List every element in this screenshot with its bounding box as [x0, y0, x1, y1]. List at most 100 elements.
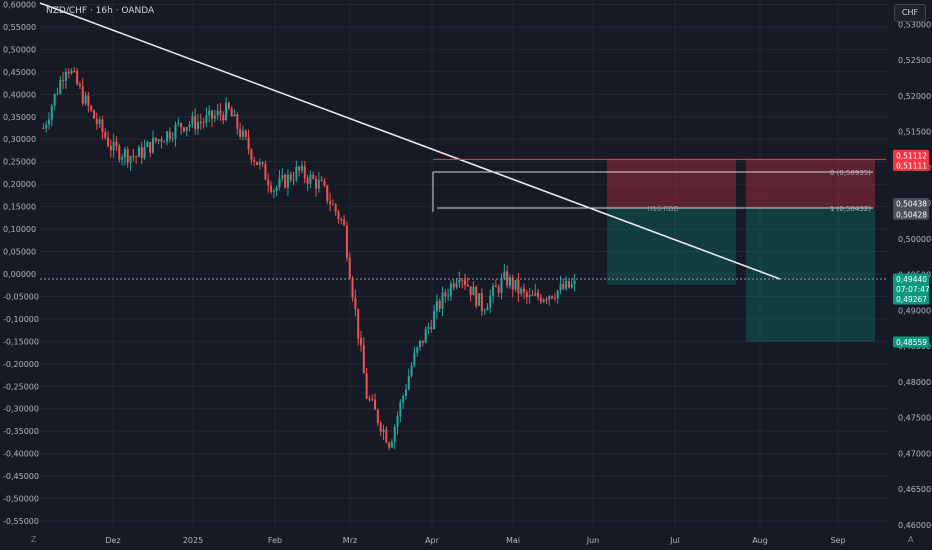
candle-body: [506, 271, 509, 286]
candle-body: [126, 149, 129, 163]
candle-body: [340, 219, 343, 221]
candle-body: [166, 131, 169, 142]
left-axis-tick: 0,40000: [3, 90, 36, 99]
left-axis-tick: -0,15000: [3, 337, 39, 346]
candle-body: [284, 175, 287, 188]
candle-body: [256, 161, 259, 165]
candle-body: [115, 141, 118, 147]
zoom-icon[interactable]: Z: [31, 535, 37, 544]
take-profit-zone: [607, 207, 736, 285]
right-axis-tick: 0,47000: [898, 449, 931, 458]
candle-body: [202, 122, 205, 124]
left-axis: 0,60000 0,55000 0,50000 0,45000 0,40000 0,350…: [3, 0, 39, 526]
candle-body: [469, 286, 472, 296]
candle-body: [196, 121, 199, 129]
candle-body: [216, 110, 219, 116]
currency-badge[interactable]: CHF: [894, 4, 926, 22]
candle-body: [292, 179, 295, 181]
right-axis-tick: 0,53000: [898, 20, 931, 29]
price-tag: [893, 198, 929, 210]
candle-body: [374, 399, 377, 410]
candle-body: [241, 130, 244, 137]
candle-body: [104, 132, 107, 138]
candle-body: [534, 292, 537, 296]
candle-body: [298, 166, 301, 171]
candle-body: [486, 307, 489, 311]
candle-body: [73, 70, 76, 72]
price-tag-text: 0,49267: [896, 295, 927, 304]
symbol-title: NZD/CHF · 16h · OANDA: [46, 6, 155, 16]
candle-body: [188, 124, 191, 128]
candle-body: [393, 426, 396, 442]
candle-body: [500, 278, 503, 293]
candle-body: [289, 174, 292, 180]
candle-body: [211, 110, 214, 119]
candle-body: [70, 70, 73, 74]
price-tag-text: 0,49440: [896, 275, 927, 284]
candle-body: [458, 279, 461, 283]
candle-body: [205, 115, 208, 123]
left-axis-tick: 0,45000: [3, 68, 36, 77]
left-axis-tick: -0,30000: [3, 405, 39, 414]
left-axis-tick: -0,25000: [3, 382, 39, 391]
x-axis-label: Jun: [586, 536, 600, 545]
candle-body: [109, 146, 112, 151]
candle-body: [107, 137, 110, 147]
candle-body: [478, 293, 481, 306]
auto-scale-icon[interactable]: A: [908, 535, 914, 544]
candle-body: [553, 297, 556, 299]
candle-body: [230, 108, 233, 117]
candle-body: [463, 280, 466, 285]
candle-body: [50, 106, 53, 120]
stop-loss-zone: [746, 159, 875, 208]
candle-body: [222, 114, 225, 121]
candle-body: [118, 146, 121, 160]
candle-body: [64, 71, 67, 81]
candle-body: [365, 373, 368, 399]
candle-body: [157, 139, 160, 142]
candle-body: [407, 375, 410, 390]
price-tag-text: 07:07:47: [896, 285, 930, 294]
candle-body: [48, 119, 51, 125]
x-axis-label: Mai: [506, 536, 520, 545]
candle-body: [98, 119, 101, 124]
right-axis-tick: 0,51500: [898, 128, 931, 137]
candle-body: [258, 162, 261, 165]
right-axis-tick: 0,52000: [898, 92, 931, 101]
candle-body: [239, 129, 242, 137]
candle-body: [53, 93, 56, 107]
candle-body: [306, 178, 309, 184]
candle-body: [227, 102, 230, 109]
candle-body: [537, 292, 540, 298]
candle-body: [362, 345, 365, 374]
candle-body: [452, 283, 455, 288]
candle-body: [435, 300, 438, 312]
candle-body: [573, 280, 576, 284]
candle-body: [421, 340, 424, 343]
candle-body: [84, 95, 87, 104]
left-axis-tick: 0,05000: [3, 248, 36, 257]
candle-body: [419, 340, 422, 348]
candle-body: [213, 115, 216, 119]
candle-body: [343, 219, 346, 226]
candle-body: [531, 295, 534, 297]
candle-body: [56, 93, 59, 95]
candle-body: [233, 114, 236, 117]
candle-body: [140, 147, 143, 158]
candle-body: [320, 179, 323, 181]
fib-0-label: 0 (0,50935): [830, 169, 871, 177]
candle-body: [427, 326, 430, 330]
candle-body: [539, 297, 542, 302]
right-axis-tick: 0,52500: [898, 56, 931, 65]
x-axis-label: Jul: [669, 536, 680, 545]
candle-body: [182, 127, 185, 132]
price-tag-text: 0,51112: [896, 151, 927, 160]
candle-body: [449, 283, 452, 296]
price-tag-text: 0,48559: [896, 338, 927, 347]
candle-body: [129, 156, 132, 163]
x-axis-label: Mrz: [343, 536, 357, 545]
candle-body: [497, 287, 500, 293]
candle-body: [480, 293, 483, 311]
trade-zones: [607, 159, 875, 342]
